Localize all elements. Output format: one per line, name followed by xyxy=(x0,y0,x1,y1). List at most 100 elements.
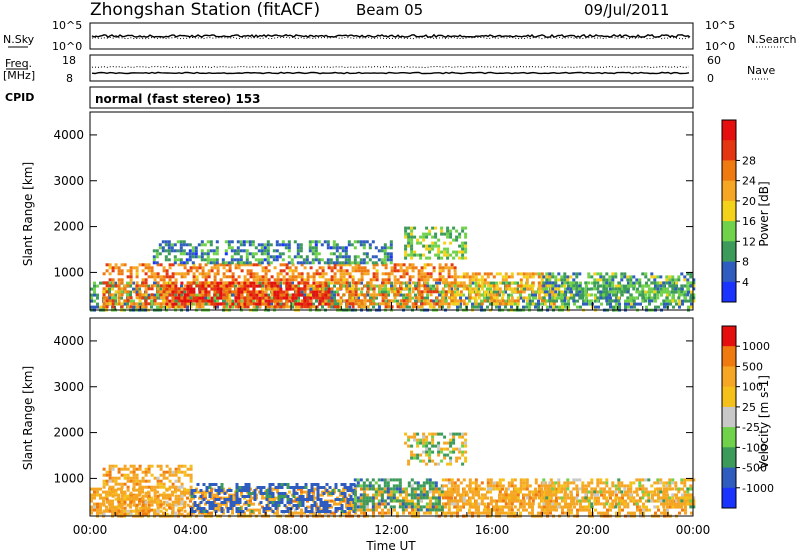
echo-cell xyxy=(362,261,366,265)
echo-cell xyxy=(687,299,690,303)
echo-cell xyxy=(171,263,175,267)
echo-cell xyxy=(228,281,232,285)
echo-cell xyxy=(201,490,204,494)
echo-cell xyxy=(596,296,600,300)
echo-cell xyxy=(102,509,106,513)
echo-cell xyxy=(279,272,283,276)
echo-cell xyxy=(170,243,174,247)
echo-cell xyxy=(135,296,139,300)
echo-cell xyxy=(303,278,307,282)
echo-cell xyxy=(426,287,430,291)
echo-cell xyxy=(213,302,217,306)
echo-cell xyxy=(147,491,151,495)
echo-cell xyxy=(324,293,328,297)
echo-cell xyxy=(138,487,141,491)
echo-cell xyxy=(330,493,333,497)
echo-cell xyxy=(447,269,451,273)
echo-cell xyxy=(111,281,115,285)
echo-cell xyxy=(663,487,666,491)
echo-cell xyxy=(294,296,298,300)
echo-cell xyxy=(407,241,411,245)
echo-cell xyxy=(464,232,468,236)
echo-cell xyxy=(348,284,351,288)
echo-cell xyxy=(477,508,480,512)
echo-cell xyxy=(297,305,301,309)
echo-cell xyxy=(387,275,391,279)
echo-cell xyxy=(495,305,498,309)
echo-cell xyxy=(164,249,168,253)
echo-cell xyxy=(201,511,204,515)
echo-cell xyxy=(299,249,303,253)
echo-cell xyxy=(332,261,336,265)
echo-cell xyxy=(207,293,211,297)
echo-cell xyxy=(294,499,297,503)
echo-cell xyxy=(153,500,157,504)
echo-cell xyxy=(486,287,489,291)
echo-cell xyxy=(438,266,442,270)
echo-cell xyxy=(405,287,409,291)
echo-cell xyxy=(384,263,388,267)
echo-cell xyxy=(258,293,262,297)
echo-cell xyxy=(237,287,241,291)
echo-cell xyxy=(96,305,99,309)
echo-cell xyxy=(354,302,358,306)
echo-cell xyxy=(407,226,411,230)
echo-cell xyxy=(156,506,160,510)
echo-cell xyxy=(180,497,184,501)
echo-cell xyxy=(132,290,136,294)
echo-cell xyxy=(132,470,136,474)
echo-cell xyxy=(182,243,186,247)
echo-cell xyxy=(447,284,451,288)
echo-cell xyxy=(393,278,397,282)
echo-cell xyxy=(191,249,195,253)
echo-cell xyxy=(384,266,388,270)
echo-cell xyxy=(108,266,112,270)
echo-cell xyxy=(501,290,505,294)
echo-cell xyxy=(192,287,196,291)
echo-cell xyxy=(156,479,160,483)
echo-cell xyxy=(234,305,238,309)
echo-cell xyxy=(486,496,489,500)
echo-cell xyxy=(387,302,391,306)
echo-cell xyxy=(309,284,313,288)
echo-cell xyxy=(495,299,499,303)
echo-cell xyxy=(126,488,130,492)
echo-cell xyxy=(267,269,271,273)
echo-cell xyxy=(513,281,517,285)
echo-cell xyxy=(668,290,672,294)
echo-cell xyxy=(519,272,523,276)
echo-cell xyxy=(429,511,432,515)
echo-cell xyxy=(171,290,175,294)
echo-cell xyxy=(201,305,205,309)
echo-cell xyxy=(231,281,235,285)
echo-cell xyxy=(258,511,261,515)
echo-cell xyxy=(519,511,522,515)
echo-cell xyxy=(174,511,177,515)
echo-cell xyxy=(453,281,457,285)
echo-cell xyxy=(611,299,615,303)
echo-cell xyxy=(686,287,690,291)
echo-cell xyxy=(644,284,648,288)
echo-cell xyxy=(195,269,199,273)
echo-cell xyxy=(410,256,414,260)
echo-cell xyxy=(348,299,352,303)
echo-cell xyxy=(410,232,414,236)
echo-cell xyxy=(540,278,544,282)
echo-cell xyxy=(117,266,121,270)
echo-cell xyxy=(135,302,139,306)
echo-cell xyxy=(342,299,346,303)
echo-cell xyxy=(216,263,220,267)
echo-cell xyxy=(516,281,519,285)
echo-cell xyxy=(380,261,384,265)
echo-cell xyxy=(471,281,474,285)
echo-cell xyxy=(615,502,618,506)
echo-cell xyxy=(437,256,441,260)
echo-cell xyxy=(135,281,139,285)
echo-cell xyxy=(366,272,370,276)
echo-cell xyxy=(147,266,151,270)
echo-cell xyxy=(516,299,520,303)
echo-cell xyxy=(501,299,505,303)
echo-cell xyxy=(363,299,367,303)
echo-cell xyxy=(180,500,184,504)
echo-cell xyxy=(335,243,339,247)
